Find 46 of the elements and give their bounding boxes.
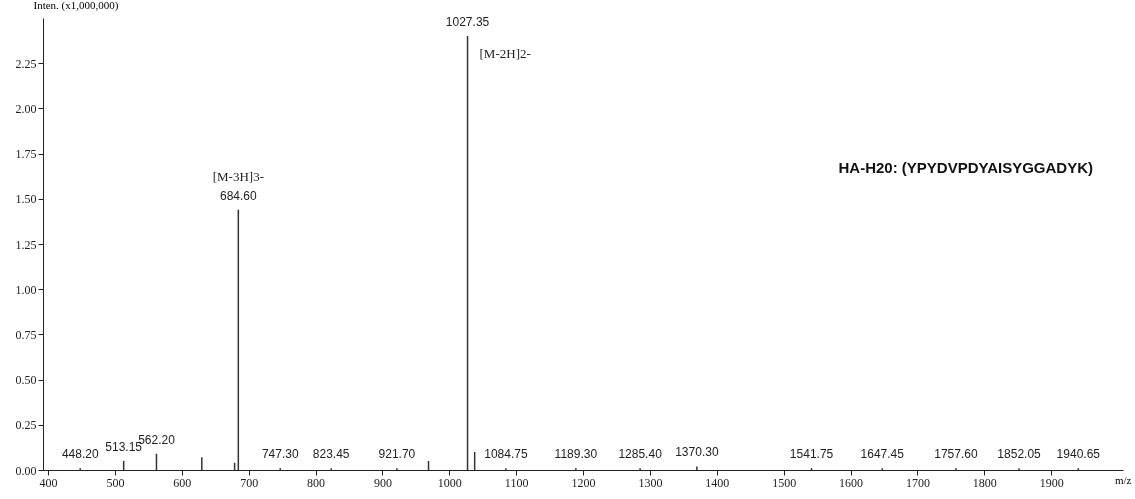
annotation: 1541.75 (789, 447, 834, 462)
annotation: 1027.35 (445, 15, 490, 30)
x-axis-title: m/z (1115, 473, 1132, 486)
y-tick-label: 0.50 (15, 373, 37, 388)
annotation: 747.30 (261, 447, 299, 462)
annotation: 684.60 (219, 188, 257, 203)
x-tick-label: 900 (373, 475, 392, 490)
annotation: 1370.30 (675, 445, 719, 460)
x-tick-label: 1400 (705, 475, 730, 490)
x-tick-label: 500 (106, 475, 125, 490)
x-tick-label: 1300 (638, 475, 663, 490)
annotation: 1285.40 (618, 447, 663, 462)
y-tick-label: 1.00 (15, 282, 37, 297)
x-tick-label: 600 (173, 475, 192, 490)
x-tick-label: 1900 (1039, 475, 1064, 490)
x-tick-label: 700 (240, 475, 259, 490)
x-tick-label: 1800 (972, 475, 997, 490)
y-tick-label: 2.00 (15, 101, 37, 116)
y-axis-title: Inten. (x1,000,000) (33, 0, 119, 12)
x-tick-label: 1000 (437, 475, 462, 490)
x-tick-label: 1500 (772, 475, 797, 490)
annotation: 1647.45 (860, 447, 905, 462)
annotation: 1757.60 (934, 447, 978, 462)
x-tick-label: 1100 (504, 475, 529, 490)
annotation: 448.20 (61, 447, 99, 462)
annotation: [M-3H]3- (212, 168, 264, 184)
annotation: 1189.30 (554, 447, 598, 462)
annotation: 921.70 (378, 447, 416, 462)
annotation: HA-H20: (YPYDVPDYAISYGGADYK) (838, 159, 1093, 176)
y-tick-label: 1.50 (15, 192, 37, 207)
y-tick-label: 1.75 (15, 147, 37, 162)
y-tick-label: 1.25 (15, 237, 37, 252)
x-tick-label: 1700 (905, 475, 930, 490)
annotation: 823.45 (312, 447, 350, 462)
annotation: 1852.05 (997, 447, 1042, 462)
y-tick-label: 0.00 (15, 463, 37, 478)
y-tick-label: 2.25 (15, 56, 37, 71)
y-tick-label: 0.75 (15, 327, 37, 342)
x-tick-label: 400 (39, 475, 58, 490)
x-tick-label: 1200 (571, 475, 596, 490)
annotation: 1084.75 (484, 447, 528, 462)
annotation: 1940.65 (1056, 447, 1101, 462)
x-tick-label: 800 (307, 475, 325, 490)
y-tick-label: 0.25 (15, 418, 37, 433)
x-tick-label: 1600 (839, 475, 863, 490)
annotation: [M-2H]2- (479, 46, 531, 62)
